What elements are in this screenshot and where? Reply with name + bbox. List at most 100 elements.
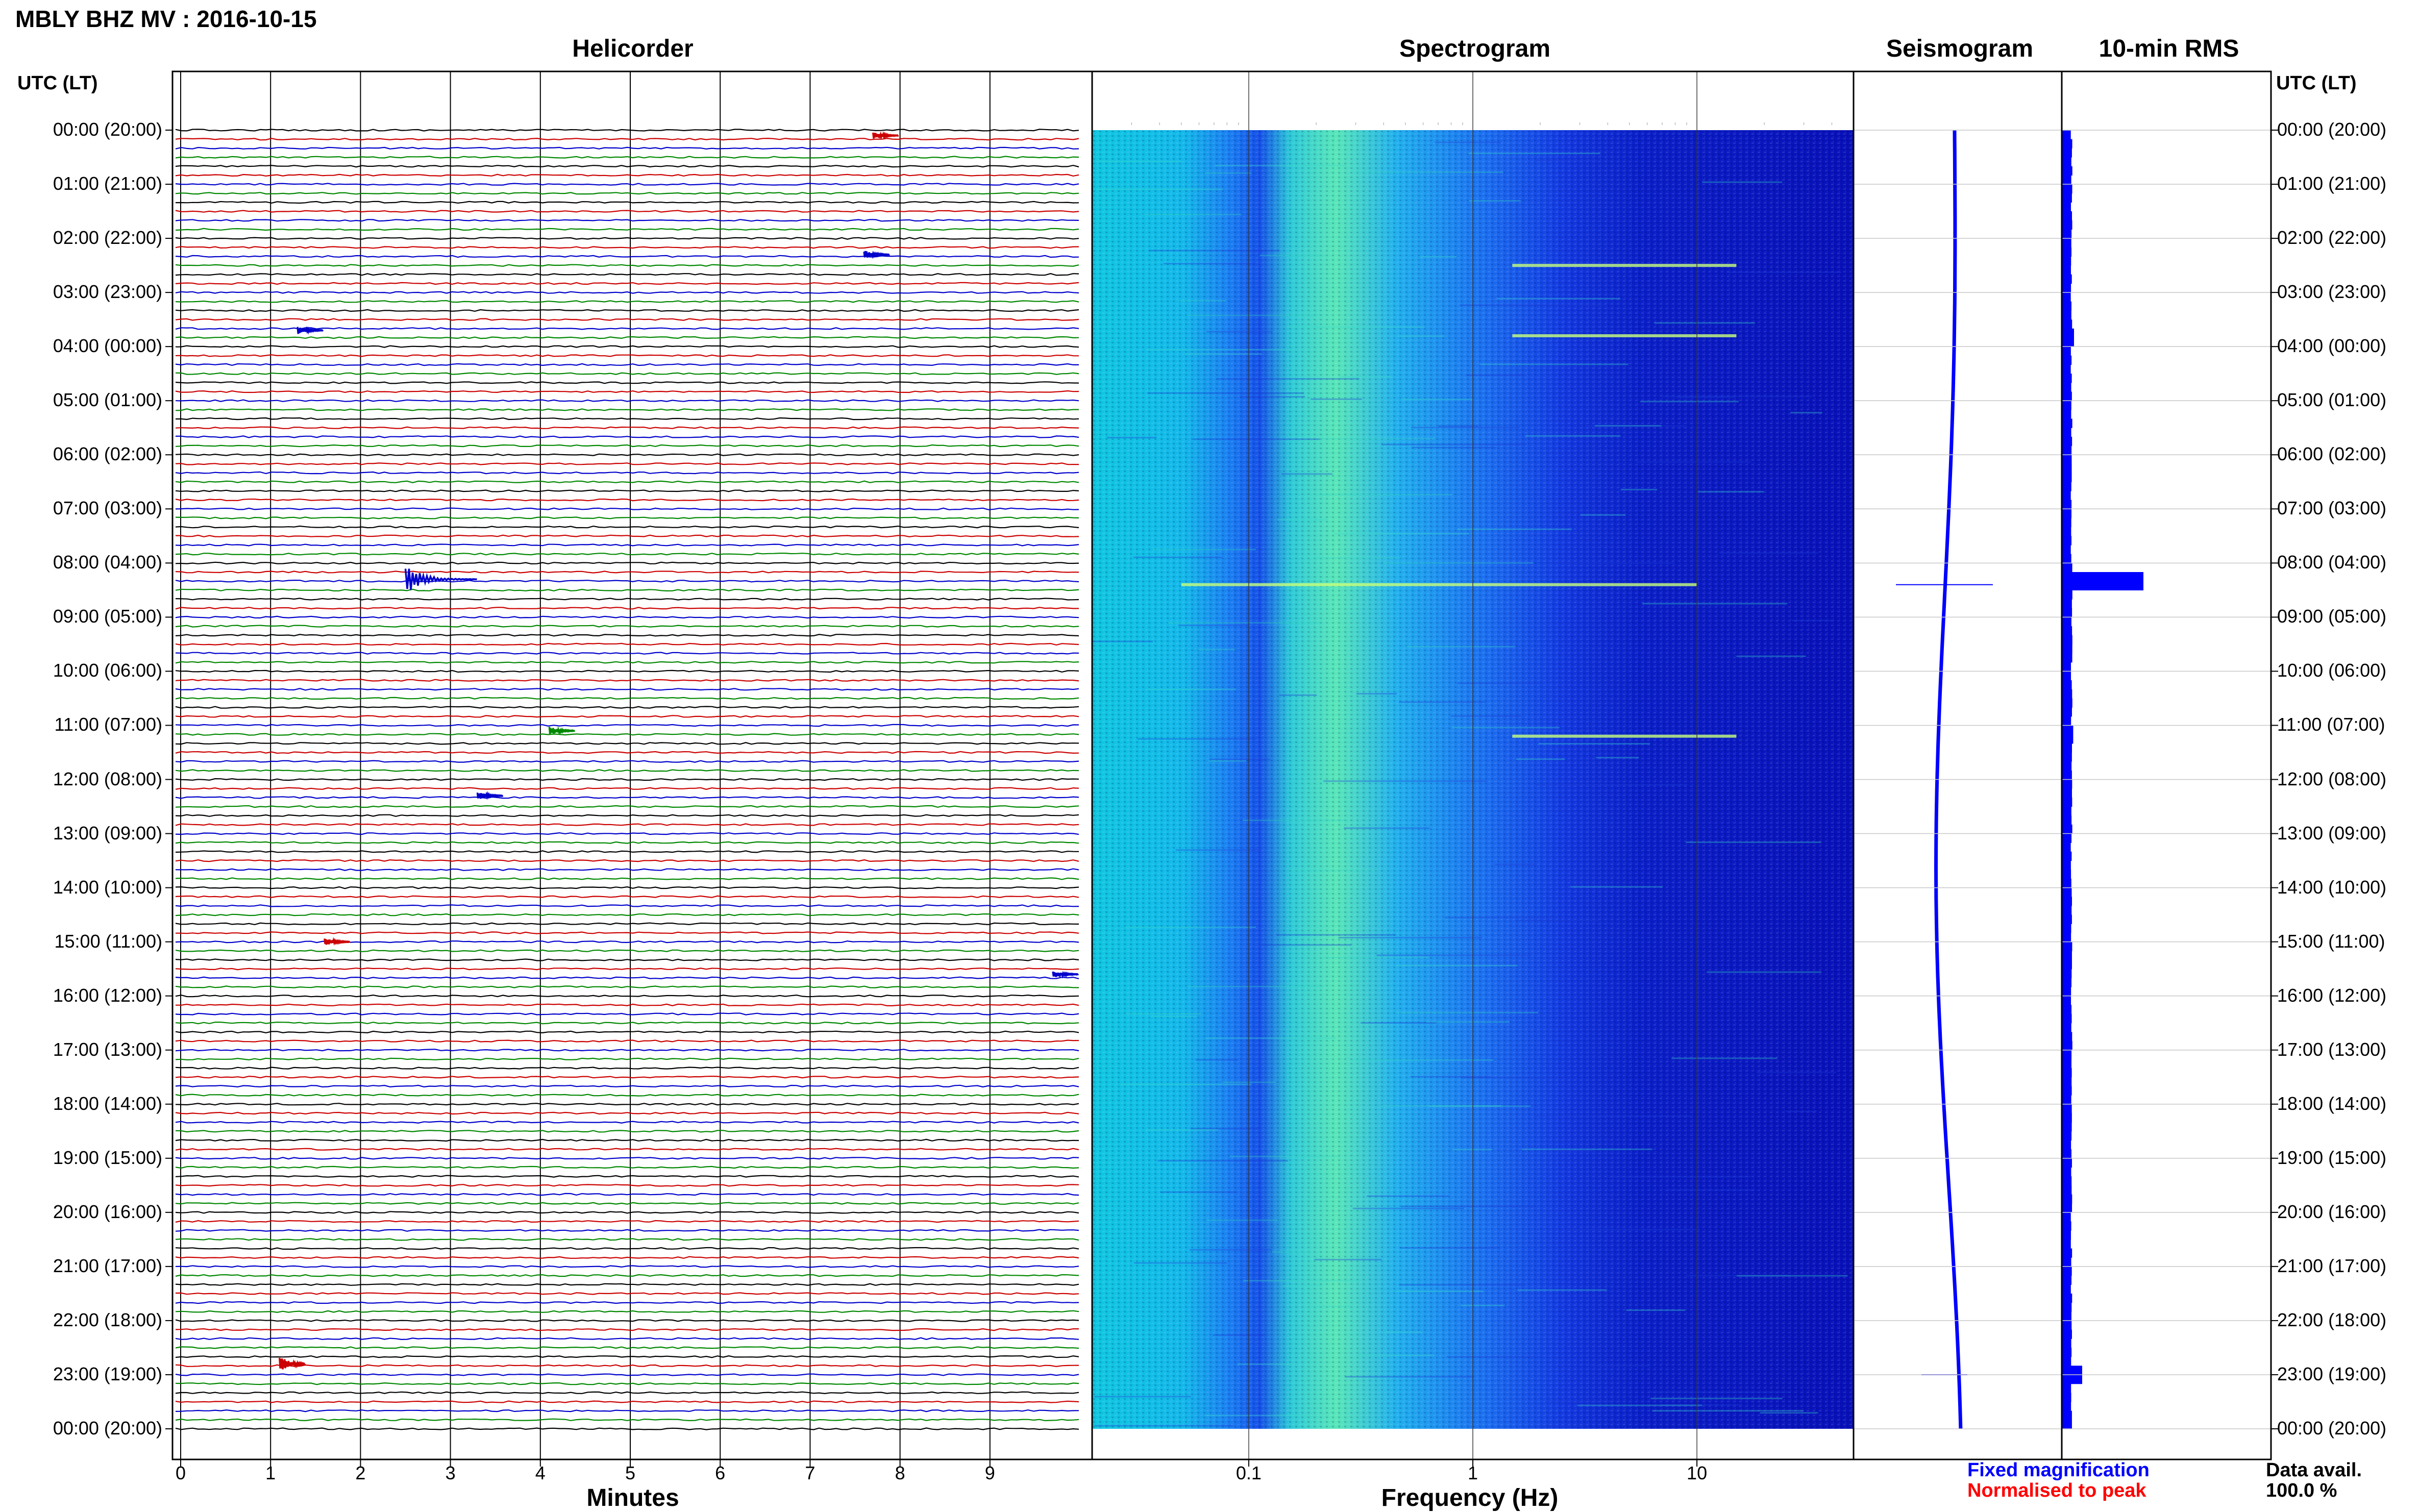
left-time-label: 15:00 (11:00) bbox=[54, 930, 162, 952]
helicorder-trace bbox=[175, 471, 1079, 475]
spectrogram-streak bbox=[1517, 1289, 1607, 1291]
helicorder-trace bbox=[175, 1103, 1079, 1106]
helicorder-trace bbox=[175, 255, 1079, 258]
rms-bar bbox=[2062, 1086, 2072, 1096]
helicorder-trace bbox=[175, 516, 1079, 519]
right-time-label: 03:00 (23:00) bbox=[2277, 281, 2387, 303]
helicorder-trace bbox=[175, 300, 1079, 303]
spectrogram-streak bbox=[1343, 827, 1430, 829]
spectrogram-streak bbox=[1334, 533, 1469, 535]
spectrogram-streak bbox=[1515, 920, 1599, 922]
right-time-label: 19:00 (15:00) bbox=[2277, 1147, 2387, 1168]
helicorder-trace bbox=[175, 246, 1079, 249]
helicorder-trace bbox=[175, 913, 1079, 916]
helicorder-trace bbox=[175, 697, 1079, 700]
right-time-label: 06:00 (02:00) bbox=[2277, 443, 2387, 465]
rms-bar bbox=[2062, 418, 2072, 428]
left-time-label: 06:00 (02:00) bbox=[53, 443, 162, 465]
rms-bar bbox=[2062, 166, 2072, 176]
spectrogram-streak bbox=[1553, 1150, 1592, 1152]
helicorder-trace bbox=[175, 1067, 1079, 1070]
helicorder-trace bbox=[175, 444, 1079, 448]
helicorder-trace bbox=[175, 670, 1079, 673]
spectrogram-streak bbox=[1396, 1011, 1539, 1013]
spectrogram-streak bbox=[1190, 1128, 1259, 1130]
spectrogram-streak bbox=[1356, 1354, 1435, 1356]
helicorder-trace bbox=[175, 1012, 1079, 1015]
helicorder-trace bbox=[175, 237, 1079, 240]
rms-bar bbox=[2062, 292, 2071, 302]
rms-bar bbox=[2062, 1059, 2072, 1069]
rms-background bbox=[2062, 71, 2271, 1459]
spectrogram-streak bbox=[1208, 760, 1246, 762]
helicorder-trace bbox=[175, 1211, 1079, 1214]
rms-bar bbox=[2062, 842, 2071, 852]
rms-bar bbox=[2062, 1203, 2072, 1213]
rms-bar bbox=[2062, 878, 2071, 888]
rms-bar bbox=[2062, 1140, 2071, 1150]
helicorder-trace bbox=[175, 1418, 1079, 1422]
spectrogram-streak bbox=[1544, 1401, 1611, 1403]
rms-bar bbox=[2062, 1420, 2072, 1429]
minute-tick-label: 7 bbox=[805, 1463, 816, 1483]
spectrogram-streak bbox=[1460, 1304, 1505, 1306]
helicorder-trace bbox=[175, 1292, 1079, 1295]
spectrogram-streak bbox=[1516, 758, 1565, 760]
helicorder-trace bbox=[175, 408, 1079, 411]
spectrogram-streak bbox=[1213, 1334, 1265, 1336]
left-time-label: 01:00 (21:00) bbox=[53, 173, 162, 194]
spectrogram-streak bbox=[1401, 1205, 1536, 1207]
helicorder-trace bbox=[175, 129, 1079, 132]
rms-bar bbox=[2062, 1032, 2072, 1042]
left-time-label: 00:00 (20:00) bbox=[53, 119, 162, 140]
rms-bar bbox=[2062, 401, 2071, 410]
minute-tick-label: 5 bbox=[625, 1463, 636, 1483]
helicorder-trace bbox=[175, 886, 1079, 889]
spectrogram-streak bbox=[1188, 985, 1323, 987]
spectrogram-streak bbox=[1640, 401, 1739, 403]
spectrogram-streak bbox=[1352, 1207, 1464, 1209]
right-time-label: 00:00 (20:00) bbox=[2277, 119, 2387, 140]
spectrogram-streak bbox=[1240, 396, 1305, 398]
rms-bar bbox=[2062, 887, 2072, 897]
rms-bar bbox=[2062, 1176, 2072, 1186]
right-time-label: 05:00 (01:00) bbox=[2277, 389, 2387, 411]
rms-bar bbox=[2062, 355, 2072, 365]
left-time-label: 11:00 (07:00) bbox=[54, 714, 162, 735]
spectrogram-streak bbox=[1585, 425, 1686, 427]
spectrogram-streak bbox=[1178, 625, 1249, 627]
spectrogram-streak bbox=[1647, 1391, 1791, 1393]
spectrogram-streak bbox=[1460, 304, 1606, 306]
spectrogram-streak bbox=[1361, 1022, 1436, 1024]
spectrogram-streak bbox=[1479, 363, 1628, 365]
left-time-label: 00:00 (20:00) bbox=[53, 1418, 162, 1439]
rms-bar bbox=[2062, 797, 2072, 807]
frequency-tick-label: 1 bbox=[1467, 1463, 1478, 1483]
helicorder-trace bbox=[175, 877, 1079, 880]
spectrogram-streak bbox=[1148, 688, 1236, 690]
spectrogram-streak bbox=[1149, 250, 1280, 252]
rms-bar bbox=[2062, 319, 2072, 329]
spectrogram-streak bbox=[1125, 1013, 1201, 1015]
helicorder-trace bbox=[175, 201, 1079, 204]
rms-bar bbox=[2062, 725, 2074, 735]
rms-bar bbox=[2062, 689, 2072, 699]
rms-bar bbox=[2062, 743, 2072, 753]
spectrogram-streak bbox=[1209, 758, 1270, 760]
spectrogram-streak bbox=[1626, 1309, 1685, 1311]
right-time-label: 09:00 (05:00) bbox=[2277, 606, 2387, 627]
helicorder-event bbox=[548, 726, 576, 735]
spectrogram-streak bbox=[1671, 1057, 1778, 1059]
helicorder-trace bbox=[175, 859, 1079, 862]
helicorder-trace bbox=[175, 814, 1079, 817]
spectrogram-streak bbox=[1376, 954, 1532, 956]
rms-bar bbox=[2062, 1366, 2082, 1375]
data-avail-value: 100.0 % bbox=[2266, 1480, 2337, 1501]
spectrogram-streak bbox=[1395, 964, 1518, 966]
rms-bar bbox=[2062, 1284, 2071, 1294]
rms-bar bbox=[2062, 382, 2071, 392]
spectrogram-streak bbox=[1406, 646, 1515, 648]
spectrogram-streak bbox=[1288, 326, 1425, 328]
rms-title: 10-min RMS bbox=[2099, 35, 2239, 62]
